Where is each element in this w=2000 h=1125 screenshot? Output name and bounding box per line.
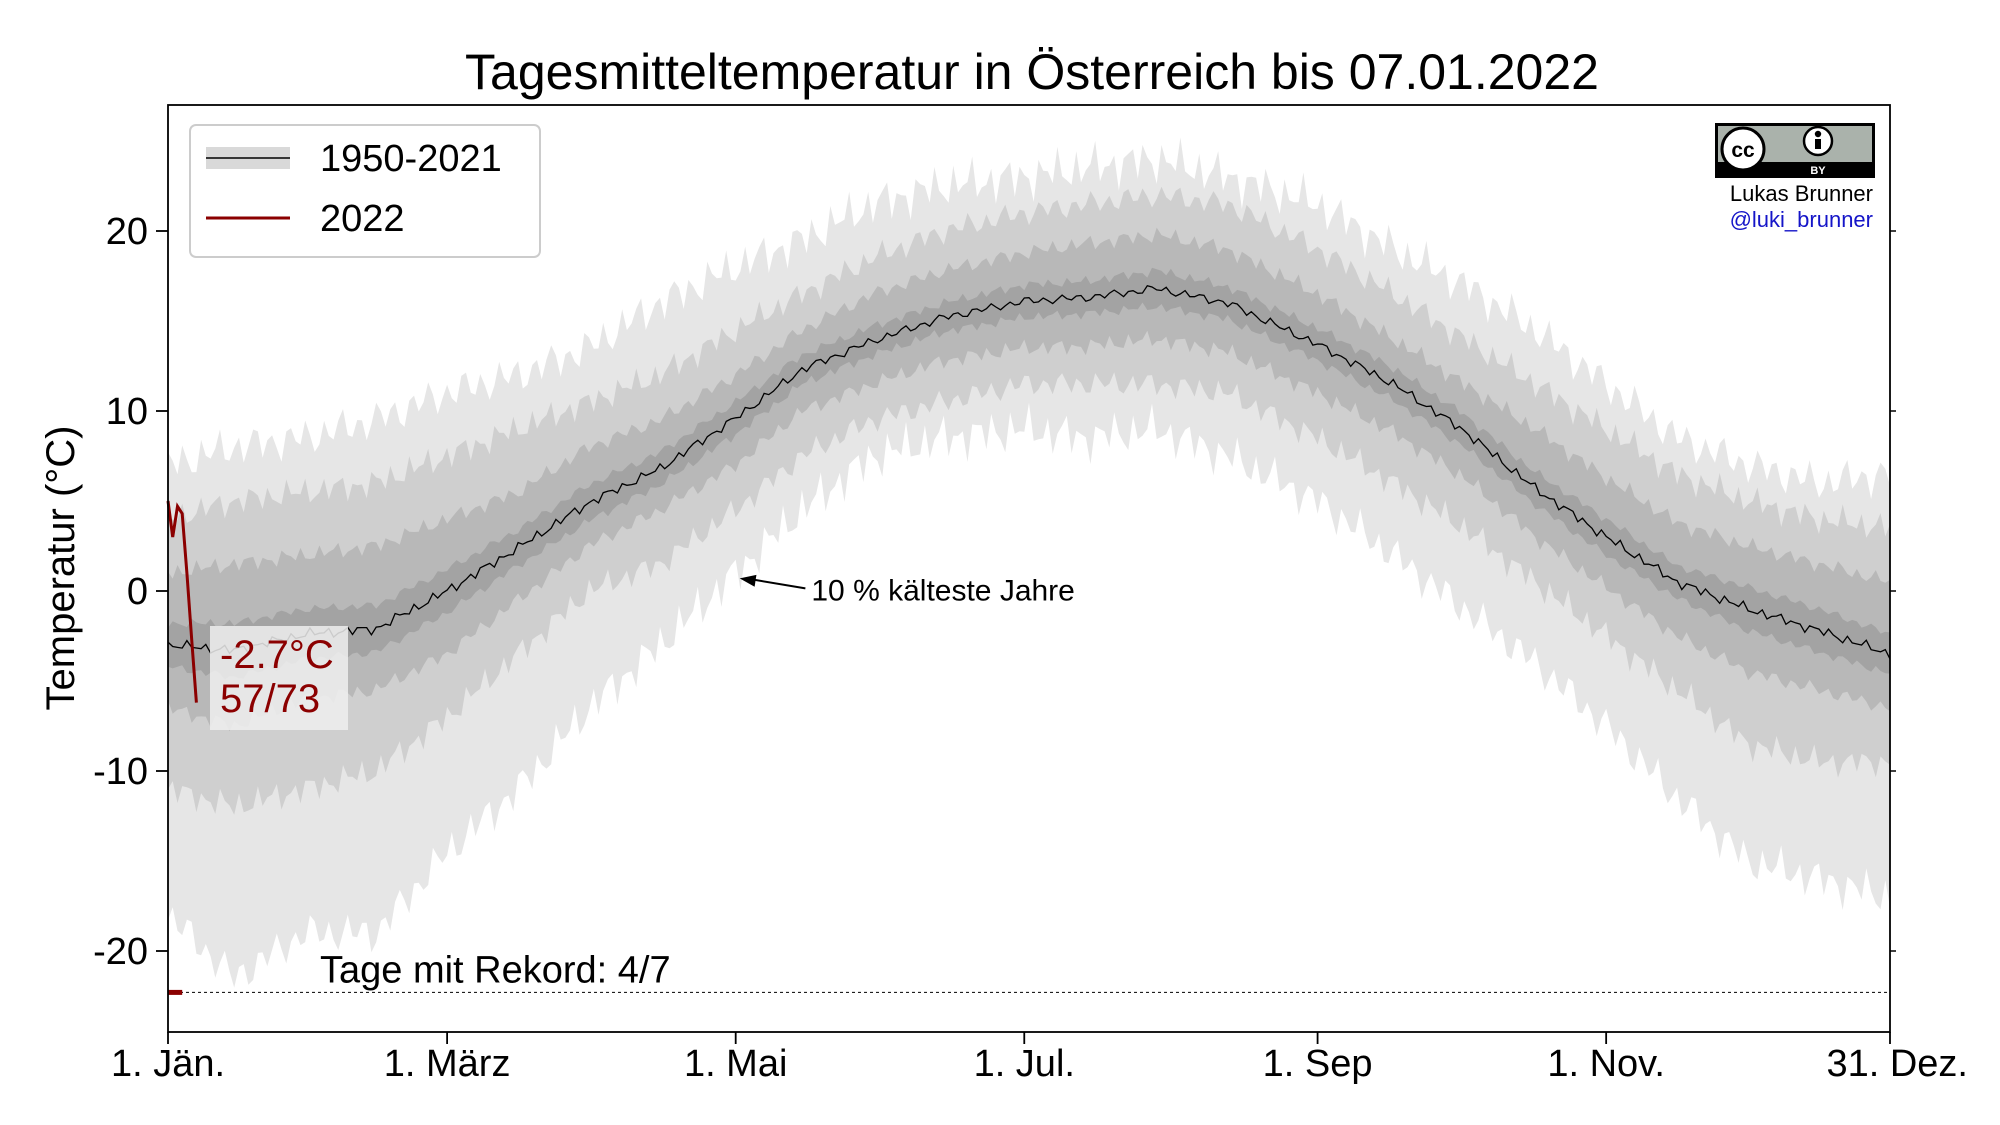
record-text: Tage mit Rekord: 4/7 bbox=[320, 949, 671, 991]
cc-icon-text: cc bbox=[1731, 139, 1755, 162]
annotation-text: 10 % kälteste Jahre bbox=[811, 574, 1074, 607]
series-2022-group bbox=[166, 500, 198, 703]
person-icon-head bbox=[1814, 130, 1822, 138]
x-tick-label: 31. Dez. bbox=[1826, 1043, 1968, 1085]
cc-icon bbox=[1720, 126, 1766, 172]
by-label: BY bbox=[1810, 165, 1826, 177]
y-axis-label: Temperatur (°C) bbox=[39, 426, 83, 711]
record-group: Tage mit Rekord: 4/7 bbox=[168, 949, 1890, 995]
x-axis: 1. Jän. 1. März 1. Mai 1. Jul. 1. Sep 1. Nov.… bbox=[111, 1032, 1968, 1085]
x-tick-label: 1. Jul. bbox=[974, 1043, 1075, 1085]
cc-by-license-badge: cc BY Lukas Brunner @luki_brunner bbox=[1715, 123, 1875, 232]
current-rank-text: 57/73 bbox=[220, 677, 320, 721]
current-value-box: -2.7°C 57/73 bbox=[210, 626, 348, 730]
annotation-coldest: 10 % kälteste Jahre bbox=[739, 574, 1075, 607]
x-tick-label: 1. Jän. bbox=[111, 1043, 225, 1085]
y-tick-label: 0 bbox=[127, 571, 148, 613]
chart-title: Tagesmitteltemperatur in Österreich bis … bbox=[465, 44, 1599, 100]
y-tick-label: -10 bbox=[93, 751, 148, 793]
legend: 1950-2021 2022 bbox=[189, 124, 541, 258]
x-tick-label: 1. Mai bbox=[684, 1043, 787, 1085]
annotation-arrow-line bbox=[749, 578, 806, 590]
annotation-arrow-head bbox=[739, 574, 757, 587]
band-p10-p90 bbox=[168, 186, 1890, 815]
climatology-median-group bbox=[167, 285, 1891, 660]
series-2022-line bbox=[166, 500, 198, 703]
y-tick-label: 20 bbox=[106, 211, 148, 253]
plot-frame bbox=[167, 104, 1891, 1033]
x-tick-label: 1. Nov. bbox=[1547, 1043, 1665, 1085]
x-tick-label: 1. März bbox=[384, 1043, 511, 1085]
x-tick-label: 1. Sep bbox=[1263, 1043, 1373, 1085]
person-icon-body bbox=[1815, 139, 1821, 149]
y-axis: -20 -10 0 10 20 bbox=[93, 211, 1896, 973]
current-value-background bbox=[210, 626, 348, 730]
author-name: Lukas Brunner bbox=[1730, 181, 1873, 206]
y-tick-label: -20 bbox=[93, 931, 148, 973]
current-value-text: -2.7°C bbox=[220, 633, 334, 677]
author-handle: @luki_brunner bbox=[1730, 207, 1873, 232]
legend-label-climatology: 1950-2021 bbox=[320, 138, 502, 180]
climatology-median-line bbox=[167, 285, 1891, 660]
y-tick-label: 10 bbox=[106, 391, 148, 433]
legend-label-2022: 2022 bbox=[320, 198, 405, 240]
